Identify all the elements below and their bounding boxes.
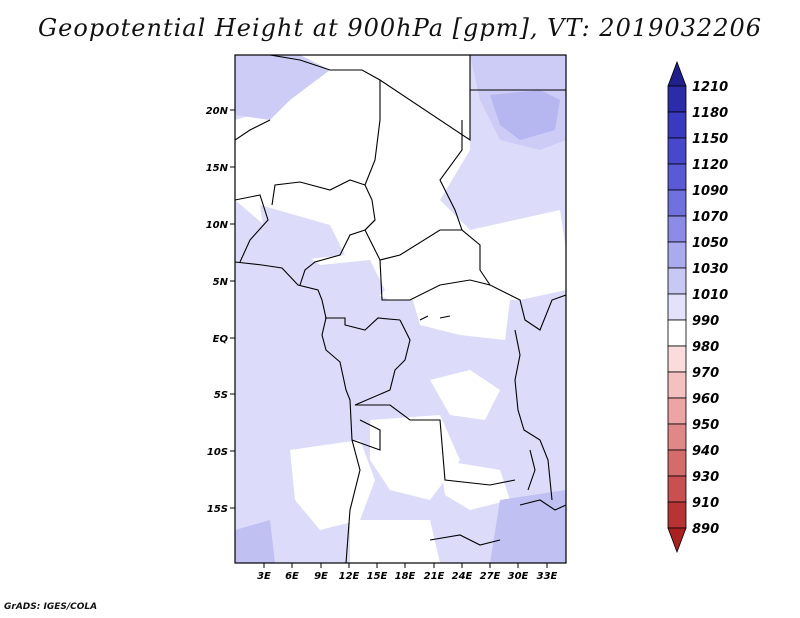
credit-text: GrADS: IGES/COLA bbox=[4, 602, 98, 612]
colorbar-segment bbox=[667, 501, 687, 529]
colorbar-label: 1050 bbox=[692, 236, 728, 251]
colorbar-segment bbox=[667, 293, 687, 321]
country-borders bbox=[235, 55, 566, 563]
lat-label: EQ bbox=[213, 334, 229, 345]
lat-label: 10S bbox=[207, 447, 228, 458]
colorbar-segment bbox=[667, 267, 687, 295]
colorbar-label: 980 bbox=[692, 340, 719, 355]
colorbar-segment bbox=[667, 215, 687, 243]
colorbar-segment bbox=[667, 371, 687, 399]
colorbar-segment bbox=[667, 475, 687, 503]
lon-label: 30E bbox=[508, 571, 529, 582]
colorbar-label: 950 bbox=[692, 418, 719, 433]
lon-label: 9E bbox=[314, 571, 328, 582]
lon-label: 21E bbox=[424, 571, 445, 582]
lon-label: 6E bbox=[285, 571, 299, 582]
colorbar-label: 1120 bbox=[692, 158, 728, 173]
colorbar-label: 1150 bbox=[692, 132, 728, 147]
map-frame bbox=[234, 54, 567, 564]
colorbar-segment bbox=[667, 111, 687, 139]
colorbar-segment bbox=[667, 345, 687, 373]
colorbar-label: 960 bbox=[692, 392, 719, 407]
colorbar-labels: 1210 1180 1150 1120 1090 1070 1050 1030 1010 990 9… bbox=[692, 80, 728, 537]
colorbar-segment bbox=[667, 423, 687, 451]
colorbar-label: 1030 bbox=[692, 262, 728, 277]
colorbar-segment bbox=[667, 241, 687, 269]
lon-label: 3E bbox=[257, 571, 271, 582]
colorbar bbox=[667, 60, 687, 554]
colorbar-segment bbox=[667, 319, 687, 347]
lat-ticks bbox=[230, 109, 235, 509]
colorbar-segment bbox=[667, 137, 687, 165]
colorbar-label: 930 bbox=[692, 470, 719, 485]
lat-label: 15S bbox=[207, 504, 228, 515]
colorbar-label: 1180 bbox=[692, 106, 728, 121]
lon-label: 27E bbox=[480, 571, 501, 582]
colorbar-segment bbox=[667, 163, 687, 191]
geopotential-field bbox=[235, 55, 566, 563]
colorbar-label: 990 bbox=[692, 314, 719, 329]
colorbar-label: 910 bbox=[692, 496, 719, 511]
colorbar-segment bbox=[667, 397, 687, 425]
colorbar-segment bbox=[667, 449, 687, 477]
lon-label: 12E bbox=[339, 571, 360, 582]
lon-label: 18E bbox=[395, 571, 416, 582]
lon-label: 24E bbox=[452, 571, 473, 582]
colorbar-segment bbox=[667, 85, 687, 113]
colorbar-label: 1070 bbox=[692, 210, 728, 225]
lon-label: 15E bbox=[367, 571, 388, 582]
colorbar-label: 1210 bbox=[692, 80, 728, 95]
colorbar-label: 890 bbox=[692, 522, 719, 537]
colorbar-segment bbox=[667, 60, 687, 87]
lon-label: 33E bbox=[537, 571, 558, 582]
lon-ticks bbox=[263, 563, 548, 568]
map-title: Geopotential Height at 900hPa [gpm], VT:… bbox=[38, 14, 762, 42]
lat-label: 5N bbox=[213, 277, 229, 288]
colorbar-label: 1010 bbox=[692, 288, 728, 303]
lat-label: 15N bbox=[206, 163, 229, 174]
colorbar-segment bbox=[667, 189, 687, 217]
colorbar-label: 1090 bbox=[692, 184, 728, 199]
colorbar-segment bbox=[667, 527, 687, 554]
lat-label: 10N bbox=[206, 220, 229, 231]
lat-label: 5S bbox=[214, 390, 228, 401]
colorbar-label: 970 bbox=[692, 366, 719, 381]
lat-label: 20N bbox=[206, 106, 229, 117]
colorbar-label: 940 bbox=[692, 444, 719, 459]
